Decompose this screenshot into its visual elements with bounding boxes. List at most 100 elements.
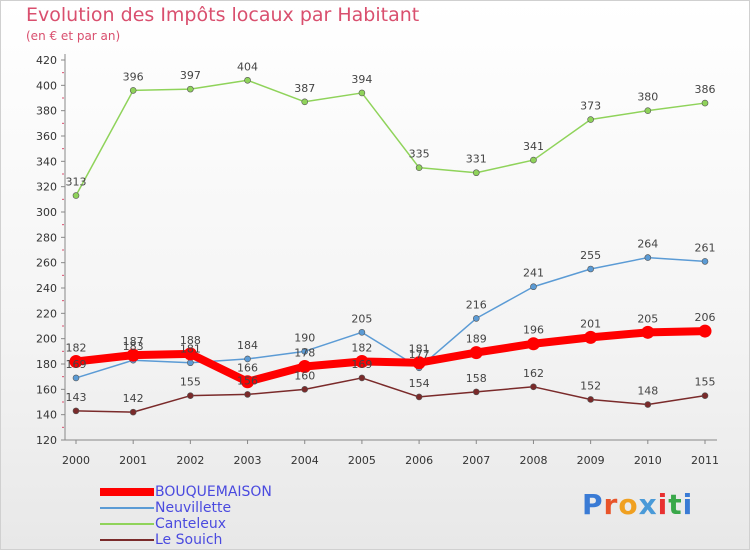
data-point: [187, 359, 194, 367]
data-point: [298, 360, 312, 374]
series-line-le-souich: [75, 377, 706, 413]
data-point: [587, 396, 594, 403]
data-label: 216: [466, 298, 487, 311]
series-line-neuvillette: [75, 256, 706, 379]
data-label: 183: [123, 340, 144, 353]
data-point: [472, 388, 480, 396]
data-label: 341: [523, 140, 544, 153]
data-label: 182: [66, 341, 87, 354]
data-label: 205: [351, 312, 372, 325]
data-point: [641, 325, 655, 339]
y-tick-label: 340: [36, 155, 57, 168]
data-point: [530, 156, 537, 164]
legend-item: Canteleux: [100, 516, 360, 532]
x-tick-label: 2010: [634, 454, 662, 467]
legend-swatch: [100, 523, 154, 525]
legend-label: Neuvillette: [155, 500, 232, 516]
y-tick-label: 360: [36, 130, 57, 143]
x-tick-label: 2011: [691, 454, 719, 467]
data-label: 394: [351, 73, 372, 86]
data-label: 261: [695, 241, 716, 254]
data-label: 178: [294, 347, 315, 360]
data-label: 160: [294, 369, 315, 382]
y-tick-label: 280: [36, 231, 57, 244]
logo-letter: P: [582, 488, 604, 521]
data-point: [644, 401, 652, 408]
data-point: [644, 254, 652, 261]
data-label: 156: [237, 374, 258, 387]
data-label: 255: [580, 249, 601, 262]
data-label: 181: [409, 343, 430, 356]
data-label: 155: [695, 376, 716, 389]
x-tick-label: 2007: [462, 454, 490, 467]
legend-label: BOUQUEMAISON: [155, 484, 272, 500]
y-tick-label: 420: [36, 54, 57, 67]
legend-item: Neuvillette: [100, 500, 360, 516]
data-label: 148: [637, 385, 658, 398]
y-tick-label: 320: [36, 181, 57, 194]
data-point: [530, 383, 537, 391]
data-point: [355, 354, 369, 368]
data-label: 404: [237, 60, 258, 73]
data-point: [358, 89, 366, 97]
data-label: 313: [66, 176, 87, 189]
data-point: [698, 324, 712, 338]
legend-item: BOUQUEMAISON: [100, 484, 360, 500]
data-point: [587, 116, 594, 123]
data-point: [69, 354, 83, 368]
y-tick-label: 400: [36, 79, 57, 92]
data-point: [469, 346, 483, 360]
proxiti-logo: Proxiti: [582, 488, 693, 521]
y-tick-label: 140: [36, 409, 57, 422]
data-label: 190: [294, 331, 315, 344]
data-label: 158: [466, 372, 487, 385]
data-label: 189: [466, 333, 487, 346]
data-point: [72, 192, 80, 199]
data-point: [526, 337, 540, 351]
data-point: [701, 258, 709, 265]
data-point: [358, 329, 366, 336]
x-tick-label: 2008: [519, 454, 547, 467]
data-point: [358, 374, 366, 382]
data-label: 152: [580, 379, 601, 392]
data-point: [244, 76, 251, 84]
x-tick-label: 2002: [176, 454, 204, 467]
data-point: [587, 265, 594, 273]
logo-letter: x: [638, 488, 658, 521]
data-label: 387: [294, 82, 315, 95]
logo-letter: t: [668, 488, 683, 521]
data-point: [472, 315, 480, 322]
data-point: [183, 347, 197, 361]
data-label: 386: [695, 83, 716, 96]
y-tick-label: 160: [36, 383, 57, 396]
data-label: 181: [180, 343, 201, 356]
data-label: 162: [523, 367, 544, 380]
data-label: 169: [351, 358, 372, 371]
data-label: 177: [409, 348, 430, 361]
data-label: 205: [637, 312, 658, 325]
data-label: 264: [637, 238, 658, 251]
y-tick-label: 380: [36, 105, 57, 118]
logo-letter: r: [603, 488, 619, 521]
y-tick-label: 300: [36, 206, 57, 219]
data-point: [301, 98, 309, 106]
data-point: [584, 330, 598, 344]
legend-item: Le Souich: [100, 532, 360, 548]
x-tick-label: 2000: [62, 454, 90, 467]
legend: BOUQUEMAISON Neuvillette Canteleux Le Souic…: [100, 484, 360, 548]
y-tick-label: 240: [36, 282, 57, 295]
data-point: [244, 391, 251, 398]
legend-label: Le Souich: [155, 532, 223, 548]
data-label: 155: [180, 376, 201, 389]
data-point: [301, 386, 309, 393]
x-tick-label: 2005: [348, 454, 376, 467]
x-tick-label: 2009: [577, 454, 605, 467]
data-point: [126, 348, 140, 362]
data-label: 166: [237, 362, 258, 375]
data-point: [187, 85, 194, 93]
y-tick-label: 200: [36, 333, 57, 346]
x-tick-label: 2001: [119, 454, 147, 467]
data-label: 142: [123, 392, 144, 405]
